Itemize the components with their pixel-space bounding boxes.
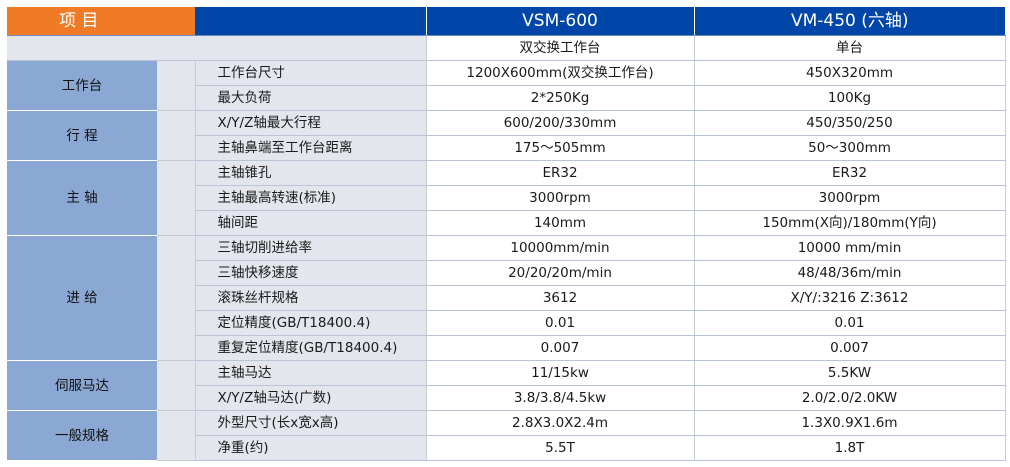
value-model-b: 100Kg: [693, 85, 1006, 111]
header-model-a: VSM-600: [425, 7, 694, 36]
table-row: 轴间距 140mm 150mm(X向)/180mm(Y向): [7, 210, 1006, 236]
value-model-a: 0.01: [425, 310, 694, 336]
category-label: 一般规格: [7, 410, 157, 461]
feature-label: 三轴切削进给率: [194, 235, 426, 261]
table-row: 三轴快移速度 20/20/20m/min 48/48/36m/min: [7, 260, 1006, 286]
category-gap: [157, 410, 195, 461]
value-model-a: 10000mm/min: [425, 235, 694, 261]
table-row: 重复定位精度(GB/T18400.4) 0.007 0.007: [7, 335, 1006, 361]
value-model-b: ER32: [693, 160, 1006, 186]
value-model-b: 450X320mm: [693, 60, 1006, 86]
feature-label: 三轴快移速度: [194, 260, 426, 286]
table-row: 最大负荷 2*250Kg 100Kg: [7, 85, 1006, 111]
table-row: 行 程 X/Y/Z轴最大行程 600/200/330mm 450/350/250: [7, 110, 1006, 161]
subheader-blank: [7, 35, 426, 61]
header-row: 项 目 VSM-600 VM-450 (六轴): [7, 7, 1005, 36]
spec-table-container: 项 目 VSM-600 VM-450 (六轴) 双交换工作台 单台 工作台 工作台…: [7, 7, 1006, 463]
category-label: 主 轴: [7, 160, 157, 236]
feature-label: 定位精度(GB/T18400.4): [194, 310, 426, 336]
category-label: 进 给: [7, 235, 157, 361]
value-model-a: 140mm: [425, 210, 694, 236]
feature-label: X/Y/Z轴最大行程: [194, 110, 426, 136]
category-label: 行 程: [7, 110, 157, 161]
feature-label: 主轴最高转速(标准): [194, 185, 426, 211]
value-model-a: 5.5T: [425, 435, 694, 461]
feature-label: X/Y/Z轴马达(广数): [194, 385, 426, 411]
subheader-model-b: 单台: [693, 35, 1006, 61]
feature-label: 重复定位精度(GB/T18400.4): [194, 335, 426, 361]
value-model-b: 2.0/2.0/2.0KW: [693, 385, 1006, 411]
category-gap: [157, 60, 195, 111]
value-model-a: 3.8/3.8/4.5kw: [425, 385, 694, 411]
value-model-b: 150mm(X向)/180mm(Y向): [693, 210, 1006, 236]
category-gap: [157, 160, 195, 236]
table-row: X/Y/Z轴马达(广数) 3.8/3.8/4.5kw 2.0/2.0/2.0KW: [7, 385, 1006, 411]
header-model-b: VM-450 (六轴): [693, 7, 1005, 36]
feature-label: 轴间距: [194, 210, 426, 236]
table-row: 定位精度(GB/T18400.4) 0.01 0.01: [7, 310, 1006, 336]
value-model-a: 11/15kw: [425, 360, 694, 386]
table-row: 主轴鼻端至工作台距离 175～505mm 50～300mm: [7, 135, 1006, 161]
category-gap: [157, 360, 195, 411]
value-model-b: 450/350/250: [693, 110, 1006, 136]
table-row: 主 轴主轴锥孔 ER32 ER32: [7, 160, 1006, 236]
feature-label: 滚珠丝杆规格: [194, 285, 426, 311]
value-model-b: 10000 mm/min: [693, 235, 1006, 261]
header-item-label: 项 目: [7, 7, 195, 36]
value-model-b: X/Y/:3216 Z:3612: [693, 285, 1006, 311]
value-model-a: 600/200/330mm: [425, 110, 694, 136]
feature-label: 外型尺寸(长x宽x高): [194, 410, 426, 436]
table-row: 主轴最高转速(标准) 3000rpm 3000rpm: [7, 185, 1006, 211]
value-model-b: 3000rpm: [693, 185, 1006, 211]
value-model-b: 1.8T: [693, 435, 1006, 461]
subheader-row: 双交换工作台 单台: [7, 35, 1006, 61]
table-row: 工作台 工作台尺寸 1200X600mm(双交换工作台) 450X320mm: [7, 60, 1006, 111]
value-model-b: 5.5KW: [693, 360, 1006, 386]
table-row: 进 给 三轴切削进给率 10000mm/min 10000 mm/min: [7, 235, 1006, 361]
table-row: 一般规格 外型尺寸(长x宽x高) 2.8X3.0X2.4m 1.3X0.9X1.6m: [7, 410, 1006, 461]
table-row: 净重(约) 5.5T 1.8T: [7, 435, 1006, 461]
feature-label: 主轴鼻端至工作台距离: [194, 135, 426, 161]
value-model-a: 175～505mm: [425, 135, 694, 161]
category-gap: [157, 235, 195, 361]
category-gap: [157, 110, 195, 161]
table-row: 滚珠丝杆规格 3612 X/Y/:3216 Z:3612: [7, 285, 1006, 311]
value-model-a: 3612: [425, 285, 694, 311]
value-model-a: 2*250Kg: [425, 85, 694, 111]
spec-table: 项 目 VSM-600 VM-450 (六轴) 双交换工作台 单台 工作台 工作台…: [7, 7, 1006, 461]
feature-label: 工作台尺寸: [194, 60, 426, 86]
feature-label: 主轴马达: [194, 360, 426, 386]
value-model-b: 0.01: [693, 310, 1006, 336]
value-model-a: 2.8X3.0X2.4m: [425, 410, 694, 436]
feature-label: 主轴锥孔: [194, 160, 426, 186]
table-row: 伺服马达 主轴马达 11/15kw 5.5KW: [7, 360, 1006, 411]
subheader-model-a: 双交换工作台: [425, 35, 694, 61]
value-model-a: 0.007: [425, 335, 694, 361]
value-model-a: 1200X600mm(双交换工作台): [425, 60, 694, 86]
value-model-a: ER32: [425, 160, 694, 186]
value-model-b: 48/48/36m/min: [693, 260, 1006, 286]
value-model-a: 3000rpm: [425, 185, 694, 211]
category-label: 伺服马达: [7, 360, 157, 411]
value-model-b: 0.007: [693, 335, 1006, 361]
value-model-a: 20/20/20m/min: [425, 260, 694, 286]
category-label: 工作台: [7, 60, 157, 111]
header-spacer: [195, 7, 426, 36]
feature-label: 最大负荷: [194, 85, 426, 111]
value-model-b: 50～300mm: [693, 135, 1006, 161]
feature-label: 净重(约): [194, 435, 426, 461]
value-model-b: 1.3X0.9X1.6m: [693, 410, 1006, 436]
